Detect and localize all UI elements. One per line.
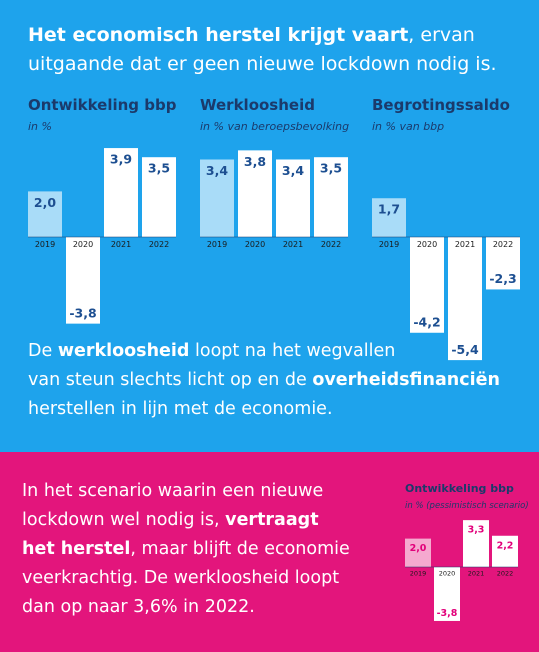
- text: veerkrachtig. De werkloosheid loopt: [22, 568, 340, 588]
- value-label: 3,5: [148, 161, 170, 176]
- text-line: dan op naar 3,6% in 2022.: [22, 597, 350, 626]
- bar: [448, 237, 482, 361]
- category-label: 2021: [283, 240, 303, 249]
- text: , ervan: [408, 24, 475, 46]
- category-label: 2020: [245, 240, 265, 249]
- value-label: -3,8: [437, 608, 458, 619]
- bar: [492, 535, 518, 567]
- text: De: [28, 341, 58, 361]
- text-line: Het economisch herstel krijgt vaart, erv…: [28, 24, 497, 53]
- category-label: 2020: [73, 240, 93, 249]
- category-label: 2022: [493, 240, 513, 249]
- category-label: 2021: [111, 240, 131, 249]
- bar: [463, 520, 489, 567]
- bar: [276, 159, 310, 237]
- value-label: 3,8: [244, 154, 266, 169]
- bar: [405, 538, 431, 567]
- category-label: 2022: [149, 240, 169, 249]
- chart-title: Ontwikkeling bbp: [405, 482, 514, 495]
- text: herstellen in lijn met de economie.: [28, 399, 333, 419]
- bar: [372, 198, 406, 237]
- text: loopt na het wegvallen: [189, 341, 396, 361]
- chart-subtitle: in %: [28, 120, 52, 133]
- value-label: 3,4: [282, 163, 304, 178]
- text: lockdown wel nodig is,: [22, 510, 226, 530]
- chart-title: Ontwikkeling bbp: [28, 96, 177, 114]
- bold-text: het herstel: [22, 539, 131, 559]
- bar: [104, 148, 138, 237]
- chart-title: Werkloosheid: [200, 96, 315, 114]
- bar: [486, 237, 520, 290]
- bold-text: overheidsfinanciën: [312, 370, 500, 390]
- bar: [238, 150, 272, 237]
- chart-subtitle: in % (pessimistisch scenario): [405, 501, 529, 511]
- value-label: 1,7: [378, 202, 400, 217]
- text-line: uitgaande dat er geen nieuwe lockdown no…: [28, 53, 497, 82]
- value-label: 3,4: [206, 163, 228, 178]
- value-label: 2,2: [497, 540, 514, 551]
- category-label: 2022: [321, 240, 341, 249]
- bold-text: vertraagt: [225, 510, 319, 530]
- category-label: 2019: [35, 240, 55, 249]
- chart-subtitle: in % van beroepsbevolking: [200, 120, 349, 133]
- text: uitgaande dat er geen nieuwe lockdown no…: [28, 53, 497, 75]
- bar: [410, 237, 444, 333]
- category-label: 2021: [455, 240, 475, 249]
- text: , maar blijft de economie: [130, 539, 350, 559]
- text-line: De werkloosheid loopt na het wegvallen: [28, 341, 500, 370]
- value-label: 3,3: [468, 525, 485, 536]
- text-line: het herstel, maar blijft de economie: [22, 539, 350, 568]
- bar: [434, 567, 460, 621]
- value-label: -4,2: [413, 315, 440, 330]
- text-line: In het scenario waarin een nieuwe: [22, 481, 350, 510]
- category-label: 2019: [379, 240, 399, 249]
- bold-text: Het economisch herstel krijgt vaart: [28, 24, 409, 46]
- chart-subtitle: in % van bbp: [372, 120, 444, 133]
- headline: Het economisch herstel krijgt vaart, erv…: [28, 24, 497, 82]
- value-label: 3,9: [110, 152, 132, 167]
- value-label: -2,3: [489, 271, 516, 286]
- category-label: 2021: [468, 570, 485, 578]
- value-label: -5,4: [451, 342, 479, 357]
- value-label: -3,8: [69, 305, 96, 320]
- bar: [66, 237, 100, 324]
- bar: [200, 159, 234, 237]
- bar: [314, 157, 348, 237]
- category-label: 2022: [497, 570, 514, 578]
- text: dan op naar 3,6% in 2022.: [22, 597, 255, 617]
- text-line: herstellen in lijn met de economie.: [28, 399, 500, 428]
- text-line: lockdown wel nodig is, vertraagt: [22, 510, 350, 539]
- text-line: veerkrachtig. De werkloosheid loopt: [22, 568, 350, 597]
- chart-title: Begrotingssaldo: [372, 96, 510, 114]
- value-label: 2,0: [410, 543, 427, 554]
- category-label: 2019: [207, 240, 227, 249]
- bar: [28, 191, 62, 237]
- value-label: 3,5: [320, 161, 342, 176]
- category-label: 2020: [417, 240, 437, 249]
- bar: [142, 157, 176, 237]
- category-label: 2020: [439, 570, 456, 578]
- text-line: van steun slechts licht op en de overhei…: [28, 370, 500, 399]
- bold-text: werkloosheid: [57, 341, 190, 361]
- bottom-text: In het scenario waarin een nieuwe lockdow…: [22, 481, 350, 626]
- category-label: 2019: [410, 570, 427, 578]
- middle-text: De werkloosheid loopt na het wegvallen va…: [28, 341, 500, 428]
- text: van steun slechts licht op en de: [28, 370, 313, 390]
- text: In het scenario waarin een nieuwe: [22, 481, 324, 501]
- value-label: 2,0: [34, 195, 56, 210]
